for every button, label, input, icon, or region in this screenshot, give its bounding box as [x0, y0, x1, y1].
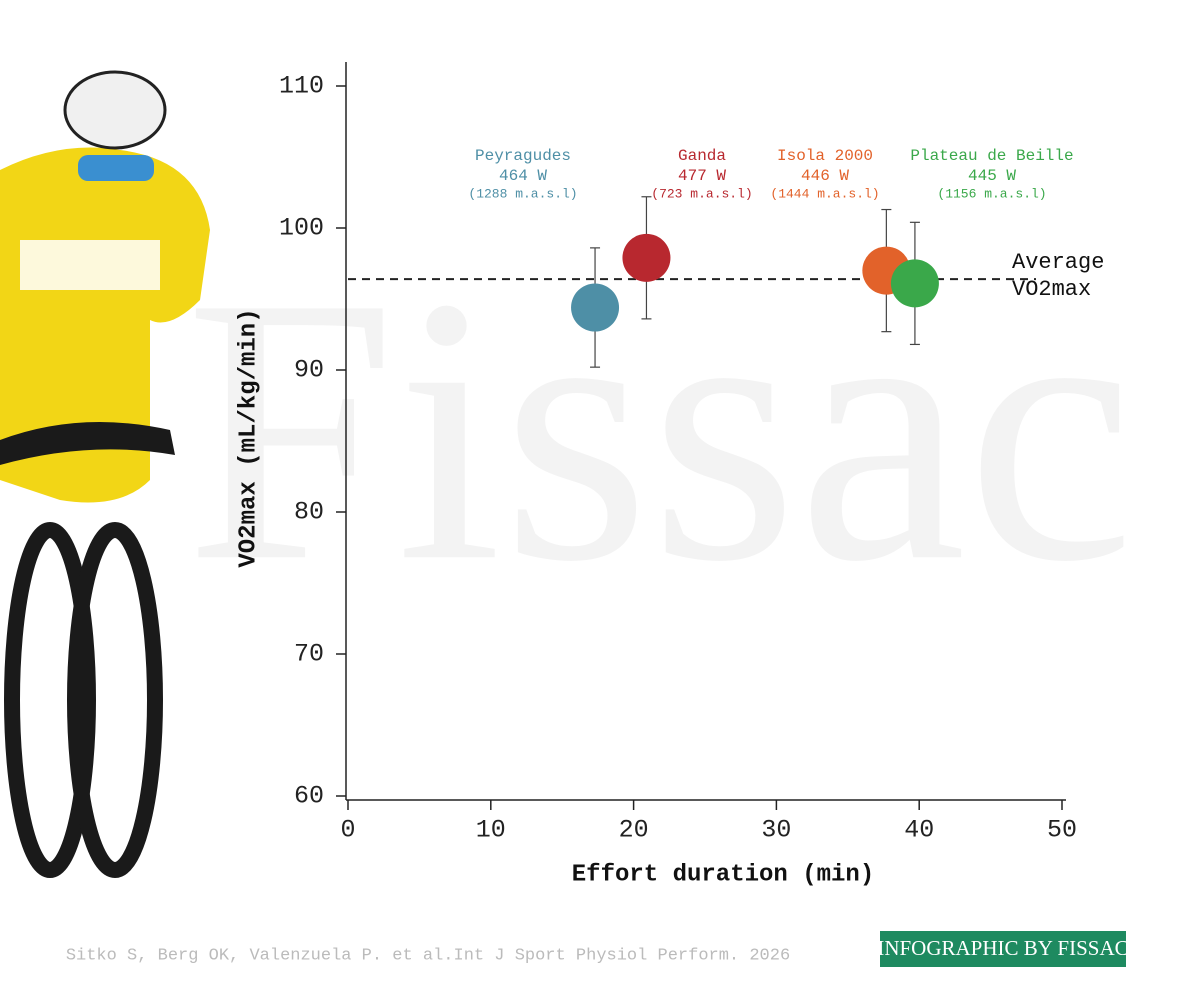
legend-name: Isola 2000 — [777, 147, 873, 165]
x-tick-label: 0 — [340, 816, 355, 845]
power-label: 464 W — [499, 167, 547, 185]
point — [622, 233, 671, 282]
watermark: Fissac — [185, 219, 1135, 640]
power-label: 445 W — [968, 167, 1016, 185]
y-tick-label: 90 — [294, 356, 324, 385]
altitude-label: (1288 m.a.s.l) — [468, 186, 577, 201]
average-label: VO2max — [1012, 277, 1091, 302]
source-citation: Sitko S, Berg OK, Valenzuela P. et al.In… — [66, 946, 790, 965]
point — [571, 283, 620, 332]
legend-name: Ganda — [678, 147, 726, 165]
x-tick-label: 10 — [476, 816, 506, 845]
y-tick-label: 70 — [294, 640, 324, 669]
point — [890, 259, 939, 308]
y-tick-label: 100 — [279, 214, 324, 243]
x-tick-label: 50 — [1047, 816, 1077, 845]
x-axis-title: Effort duration (min) — [572, 861, 874, 888]
altitude-label: (723 m.a.s.l) — [651, 186, 752, 201]
average-label: Average — [1012, 250, 1104, 275]
power-label: 446 W — [801, 167, 849, 185]
badge: INFOGRAPHIC BY FISSAC — [877, 936, 1128, 960]
y-tick-label: 80 — [294, 498, 324, 527]
x-tick-label: 30 — [761, 816, 791, 845]
power-label: 477 W — [678, 167, 726, 185]
altitude-label: (1444 m.a.s.l) — [770, 186, 879, 201]
legend-name: Plateau de Beille — [910, 147, 1073, 165]
x-tick-label: 40 — [904, 816, 934, 845]
x-tick-label: 20 — [619, 816, 649, 845]
legend-name: Peyragudes — [475, 147, 571, 165]
y-tick-label: 110 — [279, 72, 324, 101]
y-tick-label: 60 — [294, 782, 324, 811]
cyclist-illustration — [0, 70, 210, 878]
badge-background — [880, 931, 1126, 967]
y-axis-title: VO2max (mL/kg/min) — [235, 308, 262, 567]
altitude-label: (1156 m.a.s.l) — [937, 186, 1046, 201]
